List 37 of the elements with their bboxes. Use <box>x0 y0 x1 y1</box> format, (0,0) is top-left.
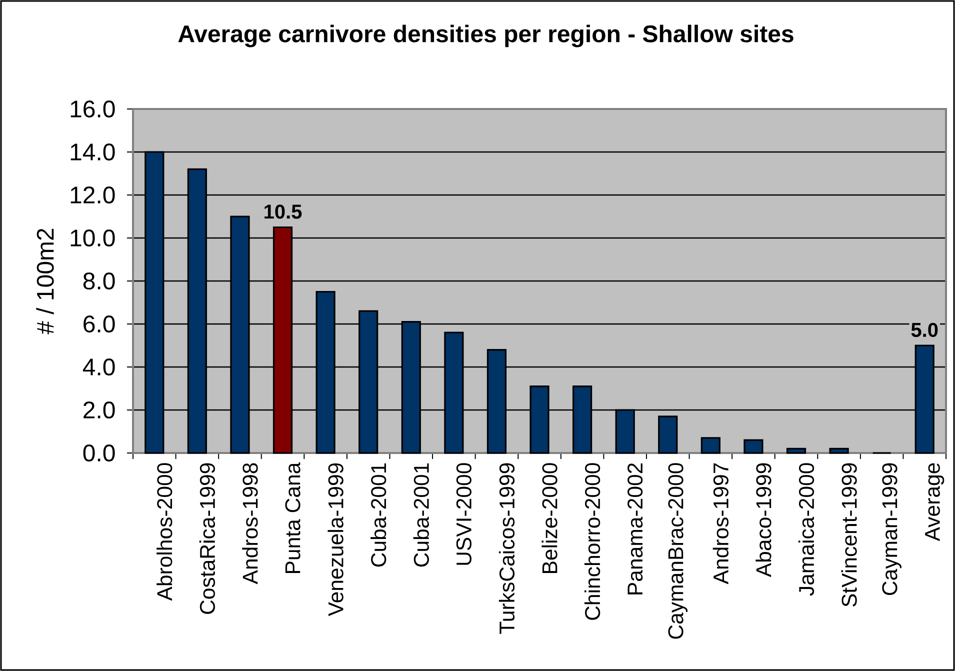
y-tick-label: 16.0 <box>70 100 115 118</box>
x-tick-label: Cayman-1999 <box>882 463 902 595</box>
x-tick-label: Venezuela-1999 <box>328 463 344 616</box>
x-tick-label: Andros-1997 <box>712 463 728 584</box>
x-tick-label: Average <box>925 463 944 542</box>
chart-title: Average carnivore densities per region - Shallow sites <box>178 24 794 48</box>
y-tick-label: 8.0 <box>83 272 115 290</box>
y-tick-label: 4.0 <box>82 358 115 376</box>
data-label: 10.5 <box>264 204 302 219</box>
bar <box>786 448 806 454</box>
data-label: 5.0 <box>911 322 938 337</box>
y-tick-label: 6.0 <box>84 315 115 332</box>
bar <box>829 448 849 454</box>
x-tick-label: Belize-2000 <box>542 463 558 574</box>
x-tick-label: TurksCaicos-1999 <box>498 463 515 634</box>
bar <box>744 439 764 454</box>
x-tick-label: StVincent-1999 <box>841 463 857 607</box>
x-tick-label: Cuba-2001 <box>370 463 386 567</box>
bar <box>658 416 678 454</box>
x-tick-label: USVI-2000 <box>456 463 472 565</box>
x-tick-label: CostaRica-1999 <box>199 463 216 614</box>
x-tick-label: Abaco-1999 <box>756 463 772 578</box>
x-tick-label: Jamaica-2000 <box>798 463 814 596</box>
x-tick-label: Abrolhos-2000 <box>156 463 172 601</box>
y-tick-label: 2.0 <box>84 401 115 418</box>
x-tick-label: Panama-2002 <box>628 463 643 594</box>
y-tick-label: 10.0 <box>70 229 115 246</box>
x-tick-label: Punta Cana <box>285 462 300 574</box>
y-tick-label: 14.0 <box>70 143 115 160</box>
x-tick-label: Cuba-2001 <box>413 463 429 567</box>
bar <box>700 437 720 454</box>
y-tick-label: 12.0 <box>70 186 115 204</box>
x-tick-label: CaymanBrac-2000 <box>668 463 688 639</box>
y-tick-label: 0.0 <box>83 444 115 462</box>
y-axis-title: # / 100m2 <box>36 228 54 334</box>
x-tick-label: Chinchorro-2000 <box>584 463 600 620</box>
x-tick-label: Andros-1998 <box>242 463 258 584</box>
